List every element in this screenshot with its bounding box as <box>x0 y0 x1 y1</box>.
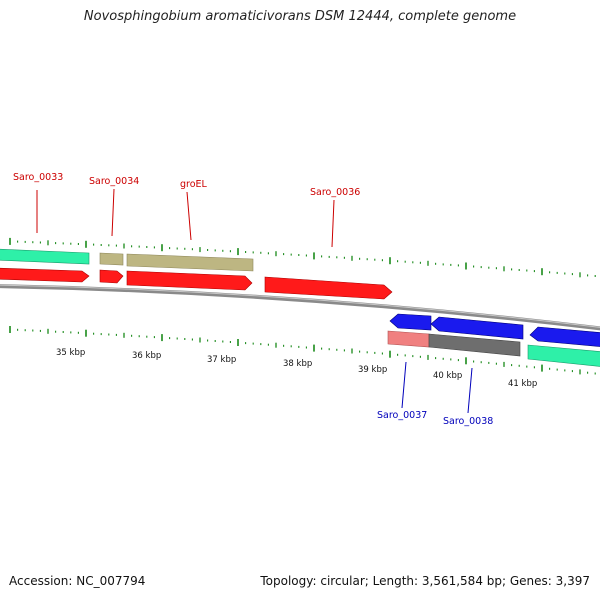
kbp-label-38: 38 kbp <box>283 359 312 369</box>
leader-saro-0038 <box>467 367 473 414</box>
gene-saro-0033[interactable] <box>0 267 90 283</box>
gene-label-saro-0038[interactable]: Saro_0038 <box>443 416 493 427</box>
genome-stats-text: Topology: circular; Length: 3,561,584 bp… <box>260 574 590 588</box>
gene-next-reverse[interactable] <box>529 326 600 347</box>
kbp-label-35: 35 kbp <box>56 348 85 358</box>
lower-tick-track <box>9 326 596 375</box>
gene-saro-0038[interactable] <box>430 316 524 340</box>
gene-label-groel[interactable]: groEL <box>180 179 208 190</box>
gene-saro-0034[interactable] <box>99 269 124 284</box>
gene-saro-0037-outer[interactable] <box>387 330 430 348</box>
leader-saro-0037 <box>401 361 407 409</box>
gene-saro-0038-outer[interactable] <box>428 333 521 357</box>
accession-text: Accession: NC_007794 <box>9 574 146 588</box>
kbp-label-37: 37 kbp <box>207 355 236 365</box>
gene-groel[interactable] <box>126 270 253 291</box>
gene-next-outer[interactable] <box>527 344 600 367</box>
genome-backbone <box>0 284 600 331</box>
kbp-label-40: 40 kbp <box>433 371 462 381</box>
leader-saro-0036 <box>331 199 335 248</box>
leader-groel <box>186 191 192 241</box>
gene-label-saro-0037[interactable]: Saro_0037 <box>377 410 427 421</box>
kbp-label-41: 41 kbp <box>508 379 537 389</box>
gene-label-saro-0034[interactable]: Saro_0034 <box>89 176 139 187</box>
gene-saro-0034-outer[interactable] <box>99 252 124 266</box>
gene-saro-0037[interactable] <box>389 313 432 331</box>
gene-label-saro-0036[interactable]: Saro_0036 <box>310 187 360 198</box>
kbp-label-36: 36 kbp <box>132 351 161 361</box>
gene-label-saro-0033[interactable]: Saro_0033 <box>13 172 63 183</box>
map-title: Novosphingobium aromaticivorans DSM 1244… <box>83 9 517 24</box>
upper-tick-track <box>9 237 596 278</box>
leader-saro-0034 <box>111 188 115 237</box>
gene-saro-0036[interactable] <box>264 276 393 300</box>
gene-saro-0033-outer[interactable] <box>0 248 90 265</box>
gene-groel-outer[interactable] <box>126 253 254 272</box>
kbp-label-39: 39 kbp <box>358 365 387 375</box>
genome-backbone-highlight <box>0 284 600 328</box>
